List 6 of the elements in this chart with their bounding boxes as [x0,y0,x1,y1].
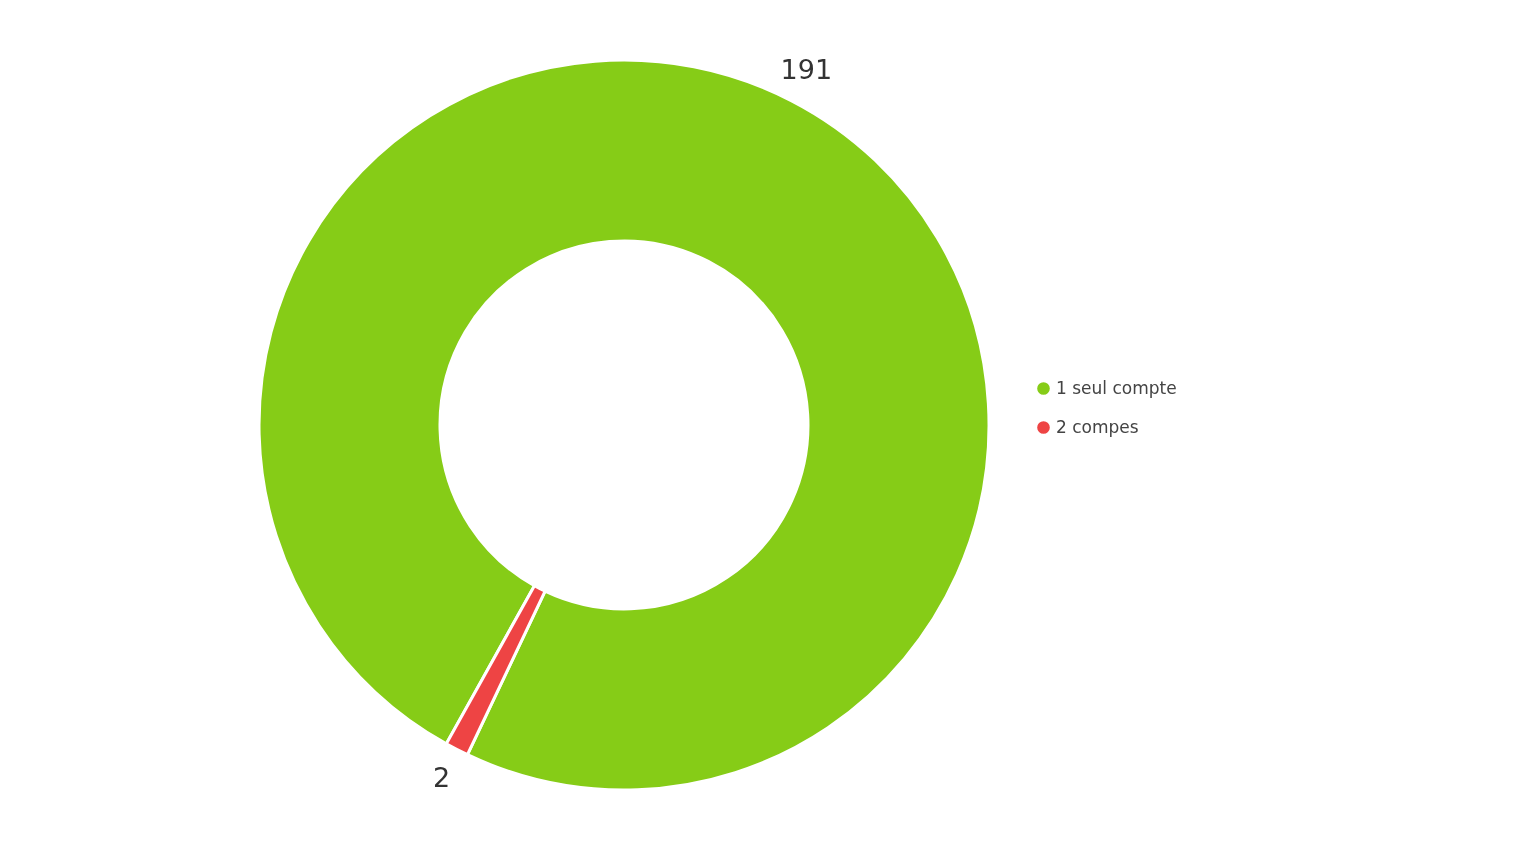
legend-label: 1 seul compte [1056,377,1177,398]
data-label: 2 [433,761,451,793]
donut-slice [257,58,990,791]
legend-label: 2 compes [1056,416,1139,437]
donut-slice [444,584,547,757]
data-label: 191 [780,54,833,86]
